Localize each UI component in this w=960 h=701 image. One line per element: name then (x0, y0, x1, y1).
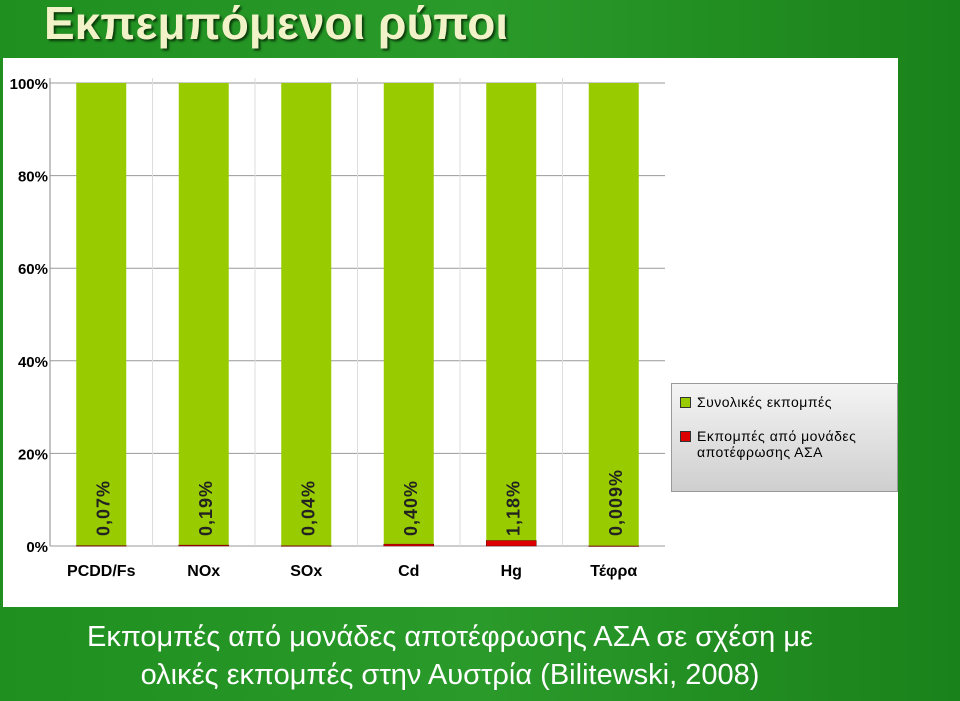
bar (486, 83, 537, 546)
value-label: 0,19% (196, 480, 216, 536)
bar (76, 545, 127, 547)
chart-background (3, 58, 898, 607)
y-tick-label: 80% (18, 169, 48, 186)
legend: Συνολικές εκπομπές Εκπομπές από μονάδες α… (671, 383, 898, 492)
value-label: 1,18% (503, 480, 523, 536)
legend-label: Συνολικές εκπομπές (697, 394, 833, 410)
bar (281, 545, 332, 547)
legend-swatch (680, 397, 691, 408)
caption: Εκπομπές από μονάδες αποτέφρωσης ΑΣΑ σε … (0, 618, 900, 694)
slide-title: Εκπεμπόμενοι ρύποι (44, 0, 509, 49)
y-tick-label: 100% (10, 76, 48, 93)
legend-label: Εκπομπές από μονάδες αποτέφρωσης ΑΣΑ (697, 428, 857, 460)
y-tick-label: 40% (18, 354, 48, 371)
bar (178, 83, 229, 546)
value-label: 0,40% (401, 480, 421, 536)
x-tick-label: NOx (187, 563, 220, 580)
bar (588, 545, 639, 547)
bar (588, 83, 639, 546)
x-tick-label: Cd (398, 563, 419, 580)
y-tick-label: 60% (18, 261, 48, 278)
legend-swatch (680, 431, 691, 442)
x-tick-label: PCDD/Fs (67, 563, 136, 580)
y-tick-label: 20% (18, 446, 48, 463)
legend-item: Εκπομπές από μονάδες αποτέφρωσης ΑΣΑ (680, 428, 889, 460)
value-label: 0,009% (606, 469, 626, 536)
bar (383, 83, 434, 546)
bar (281, 83, 332, 546)
bar (486, 540, 537, 547)
x-tick-label: Τέφρα (590, 563, 637, 580)
value-label: 0,07% (93, 480, 113, 536)
caption-line: Εκπομπές από μονάδες αποτέφρωσης ΑΣΑ σε … (86, 621, 813, 653)
x-tick-label: SOx (290, 563, 322, 580)
value-label: 0,04% (298, 480, 318, 536)
y-tick-label: 0% (26, 539, 48, 556)
bar (383, 543, 434, 547)
caption-line: ολικές εκπομπές στην Αυστρία (Bilitewski… (140, 659, 760, 691)
legend-item: Συνολικές εκπομπές (680, 394, 889, 410)
bar (178, 544, 229, 547)
bar (76, 83, 127, 546)
x-tick-label: Hg (501, 563, 522, 580)
